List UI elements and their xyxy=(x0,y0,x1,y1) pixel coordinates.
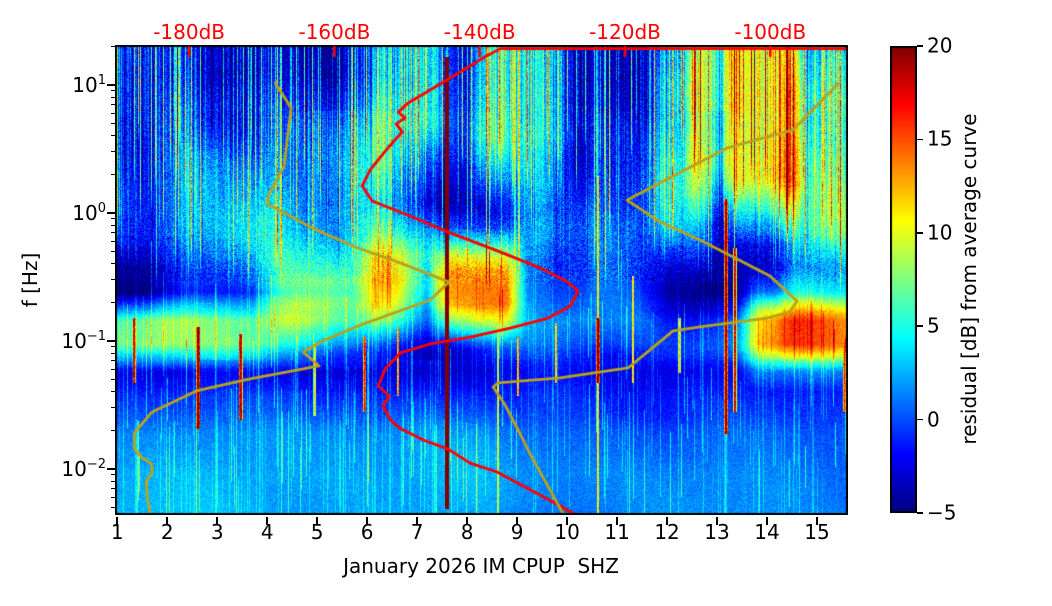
y-axis-minor-tick xyxy=(110,506,115,509)
y-axis-minor-tick xyxy=(110,122,115,125)
y-axis-minor-tick xyxy=(110,480,115,482)
x-axis-tick-label: 5 xyxy=(310,520,324,544)
top-axis-label: -120dB xyxy=(589,20,661,44)
y-axis-tick xyxy=(107,212,115,214)
x-axis-tick xyxy=(666,517,668,525)
y-axis-minor-tick xyxy=(110,429,115,432)
colorbar-tick xyxy=(917,325,923,327)
x-axis-tick xyxy=(466,517,468,525)
x-axis-tick xyxy=(516,517,518,525)
x-axis-tick xyxy=(716,517,718,525)
top-axis-label: -100dB xyxy=(734,20,807,44)
top-axis-label: -160dB xyxy=(298,20,371,44)
x-axis-tick-label: 15 xyxy=(804,520,830,544)
colorbar-tick-label: 10 xyxy=(927,220,953,245)
y-axis-minor-tick xyxy=(110,224,115,226)
colorbar-tick-label: 15 xyxy=(927,126,953,151)
x-axis-tick-label: 6 xyxy=(360,520,374,544)
y-axis-minor-tick xyxy=(110,90,115,92)
y-axis-tick-label: 10−1 xyxy=(61,328,106,353)
spectrogram-canvas xyxy=(115,45,848,515)
y-axis-minor-tick xyxy=(110,352,115,354)
x-axis-tick-label: 10 xyxy=(554,520,580,544)
x-axis-tick xyxy=(416,517,418,525)
y-axis-minor-tick xyxy=(110,368,115,370)
y-axis-label: f [Hz] xyxy=(18,252,42,308)
colorbar-tick xyxy=(917,232,923,234)
x-axis-tick xyxy=(316,517,318,525)
colorbar-tick xyxy=(917,512,923,514)
top-axis-label: -180dB xyxy=(153,20,225,44)
x-axis-tick-label: 11 xyxy=(604,520,630,544)
y-axis-minor-tick xyxy=(110,263,115,265)
y-axis-minor-tick xyxy=(110,488,115,490)
y-axis-minor-tick xyxy=(110,218,115,220)
y-axis-minor-tick xyxy=(110,407,115,409)
x-axis-label: January 2026 IM CPUP SHZ xyxy=(343,554,619,578)
colorbar-tick-label: −5 xyxy=(927,500,957,525)
x-axis-tick-label: 1 xyxy=(110,520,124,544)
colorbar-tick xyxy=(917,138,923,141)
x-axis-tick xyxy=(166,517,169,525)
y-axis-minor-tick xyxy=(110,474,115,476)
x-axis-tick-label: 4 xyxy=(260,520,274,544)
y-axis-minor-tick xyxy=(110,378,115,381)
y-axis-minor-tick xyxy=(110,301,115,303)
x-axis-tick-label: 3 xyxy=(210,520,224,544)
y-axis-tick xyxy=(107,84,115,86)
y-axis-minor-tick xyxy=(110,250,115,253)
x-axis-tick-label: 8 xyxy=(460,520,474,544)
y-axis-minor-tick xyxy=(110,135,115,137)
y-axis-tick xyxy=(107,340,115,342)
colorbar-tick-label: 0 xyxy=(927,407,940,432)
x-axis-tick xyxy=(266,517,268,525)
y-axis-minor-tick xyxy=(110,232,115,234)
y-axis-minor-tick xyxy=(110,45,115,47)
y-axis-tick-label: 100 xyxy=(72,200,106,225)
y-axis-tick xyxy=(107,468,115,470)
colorbar-label: residual [dB] from average curve xyxy=(957,113,981,445)
x-axis-tick-label: 7 xyxy=(410,520,424,544)
x-axis-tick xyxy=(366,517,368,525)
y-axis-minor-tick xyxy=(110,173,115,175)
x-axis-tick-label: 13 xyxy=(704,520,730,544)
y-axis-minor-tick xyxy=(110,96,115,98)
y-axis-minor-tick xyxy=(110,496,115,498)
x-axis-tick xyxy=(816,517,818,525)
y-axis-minor-tick xyxy=(110,279,115,281)
colorbar-tick xyxy=(917,45,923,47)
x-axis-tick-label: 9 xyxy=(510,520,524,544)
y-axis-tick-label: 10−2 xyxy=(61,456,106,481)
y-axis-minor-tick xyxy=(110,360,115,362)
y-axis-tick-label: 101 xyxy=(72,72,106,97)
colorbar-tick-label: 20 xyxy=(927,33,953,58)
x-axis-tick xyxy=(766,517,768,525)
x-axis-tick xyxy=(566,517,568,525)
x-axis-tick xyxy=(616,517,618,525)
top-axis-label: -140dB xyxy=(443,20,516,44)
y-axis-minor-tick xyxy=(110,391,115,393)
x-axis-tick-label: 12 xyxy=(654,520,680,544)
colorbar-tick xyxy=(917,418,923,421)
x-axis-tick-label: 2 xyxy=(160,520,174,544)
x-axis-tick xyxy=(116,517,119,525)
colorbar-canvas xyxy=(890,46,917,513)
x-axis-tick-label: 14 xyxy=(754,520,780,544)
y-axis-minor-tick xyxy=(110,112,115,114)
colorbar-tick-label: 5 xyxy=(927,313,940,338)
y-axis-minor-tick xyxy=(110,104,115,106)
x-axis-tick xyxy=(216,517,218,525)
y-axis-minor-tick xyxy=(110,240,115,242)
y-axis-minor-tick xyxy=(110,151,115,153)
y-axis-minor-tick xyxy=(110,346,115,348)
